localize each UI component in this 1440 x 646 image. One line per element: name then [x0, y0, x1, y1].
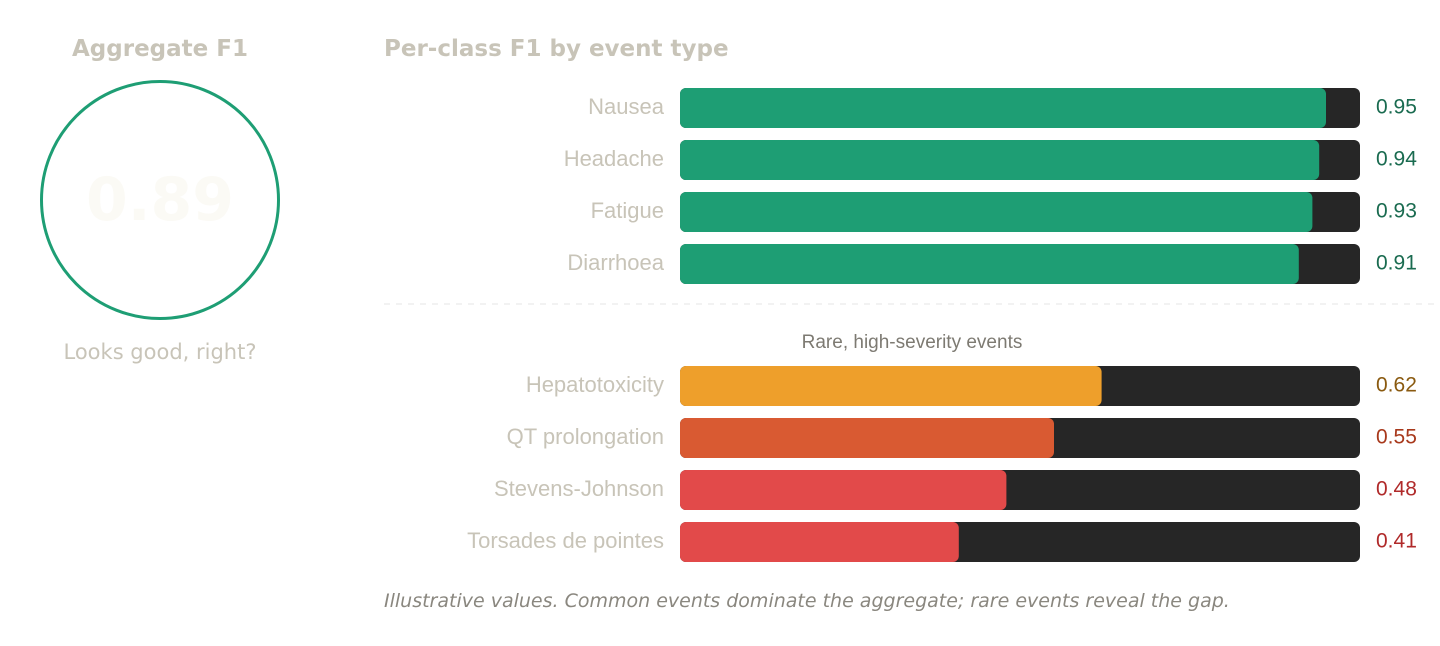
value-label-qt-prolongation: 0.55: [1376, 426, 1417, 449]
bar-diarrhoea: [680, 244, 1299, 284]
aggregate-title: Aggregate F1: [72, 36, 248, 62]
chart-title: Per-class F1 by event type: [384, 36, 729, 62]
rare-group-label: Rare, high-severity events: [802, 332, 1023, 353]
value-label-nausea: 0.95: [1376, 96, 1417, 119]
aggregate-ring: 0.89: [40, 80, 280, 320]
category-label-hepatotoxicity: Hepatotoxicity: [526, 372, 664, 397]
bar-headache: [680, 140, 1320, 180]
value-label-fatigue: 0.93: [1376, 200, 1417, 223]
category-label-stevens-johnson: Stevens-Johnson: [494, 476, 664, 501]
bar-torsades-de-pointes: [680, 522, 959, 562]
value-label-stevens-johnson: 0.48: [1376, 478, 1417, 501]
bar-fatigue: [680, 192, 1313, 232]
bar-hepatotoxicity: [680, 366, 1102, 406]
value-label-torsades-de-pointes: 0.41: [1376, 530, 1417, 553]
bar-nausea: [680, 88, 1326, 128]
aggregate-panel: Aggregate F1 0.89 Looks good, right?: [0, 0, 320, 646]
value-label-diarrhoea: 0.91: [1376, 252, 1417, 275]
category-label-qt-prolongation: QT prolongation: [507, 424, 664, 449]
value-label-hepatotoxicity: 0.62: [1376, 374, 1417, 397]
category-label-fatigue: Fatigue: [591, 198, 664, 223]
footnote: Illustrative values. Common events domin…: [384, 590, 1230, 612]
aggregate-value: 0.89: [85, 165, 235, 235]
value-label-headache: 0.94: [1376, 148, 1417, 171]
aggregate-caption: Looks good, right?: [63, 340, 257, 364]
category-label-headache: Headache: [564, 146, 664, 171]
category-label-torsades-de-pointes: Torsades de pointes: [467, 528, 664, 553]
bar-stevens-johnson: [680, 470, 1007, 510]
category-label-diarrhoea: Diarrhoea: [567, 250, 664, 275]
bar-qt-prolongation: [680, 418, 1054, 458]
category-label-nausea: Nausea: [588, 94, 665, 119]
